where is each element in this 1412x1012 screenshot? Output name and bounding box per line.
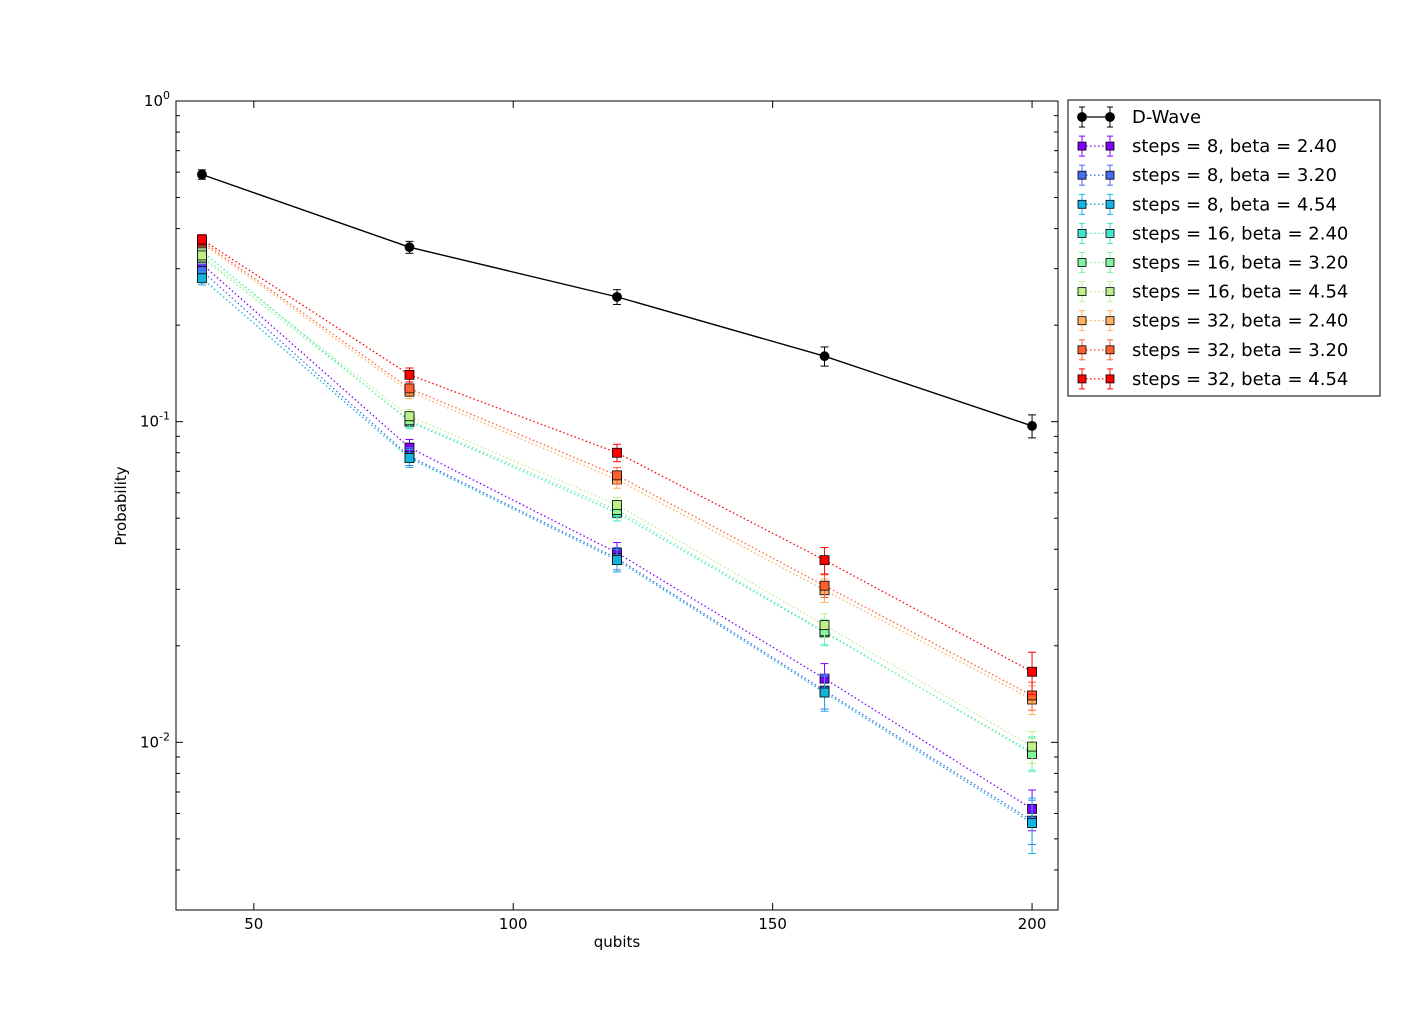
legend-label: steps = 8, beta = 4.54 <box>1132 194 1337 215</box>
legend-label: steps = 32, beta = 4.54 <box>1132 369 1348 390</box>
legend-entry-5: steps = 16, beta = 3.20 <box>1077 252 1348 274</box>
legend-marker <box>1105 316 1115 326</box>
legend-label: steps = 32, beta = 2.40 <box>1132 311 1348 332</box>
plot-area <box>197 169 1037 855</box>
data-point <box>819 580 830 591</box>
y-tick-label: 10-2 <box>140 730 170 751</box>
legend-marker <box>1105 141 1115 151</box>
data-point <box>1027 666 1037 677</box>
legend-marker <box>1105 228 1115 238</box>
legend-box <box>1067 99 1381 397</box>
legend: D-Wave steps = 8, beta = 2.40 steps = 8, b… <box>1067 99 1381 397</box>
data-point <box>1027 741 1037 752</box>
x-tick-label: 200 <box>1018 915 1047 933</box>
data-point <box>197 169 207 180</box>
legend-entry-6: steps = 16, beta = 4.54 <box>1077 281 1348 303</box>
data-point <box>404 411 415 422</box>
legend-label: steps = 8, beta = 2.40 <box>1132 136 1337 157</box>
legend-label: D-Wave <box>1132 107 1201 128</box>
data-point <box>197 234 207 245</box>
x-tick-label: 50 <box>244 915 263 933</box>
data-point <box>819 351 830 362</box>
axes-frame <box>175 100 1059 911</box>
data-point <box>404 369 415 380</box>
data-point <box>819 687 830 698</box>
legend-marker <box>1077 316 1087 326</box>
legend-marker <box>1077 228 1087 238</box>
legend-marker <box>1105 258 1115 267</box>
legend-label: steps = 16, beta = 4.54 <box>1132 282 1348 303</box>
x-tick-label: 150 <box>758 915 787 933</box>
data-point <box>612 555 622 566</box>
legend-marker <box>1077 258 1087 267</box>
legend-entry-4: steps = 16, beta = 2.40 <box>1077 222 1348 244</box>
series-6 <box>197 249 1037 764</box>
legend-label: steps = 16, beta = 2.40 <box>1132 223 1348 244</box>
legend-entry-8: steps = 32, beta = 3.20 <box>1077 339 1348 361</box>
data-point <box>1027 421 1037 431</box>
series-line <box>201 240 1033 697</box>
legend-marker <box>1077 170 1087 180</box>
x-axis-label: qubits <box>594 933 641 951</box>
axes: 50 100 150 200 10-2 10-1 100 <box>140 89 1059 933</box>
data-point <box>612 447 622 458</box>
data-point <box>612 291 622 302</box>
legend-label: steps = 8, beta = 3.20 <box>1132 165 1337 186</box>
legend-marker <box>1077 112 1087 122</box>
legend-entry-2: steps = 8, beta = 3.20 <box>1077 164 1337 186</box>
data-point <box>197 273 207 284</box>
y-tick-label: 10-1 <box>140 410 170 431</box>
data-point <box>404 242 415 253</box>
legend-marker <box>1105 170 1115 180</box>
data-point <box>1027 818 1037 828</box>
legend-entry-3: steps = 8, beta = 4.54 <box>1077 193 1337 215</box>
x-tick-label: 100 <box>499 915 528 933</box>
data-point <box>612 500 622 510</box>
data-point <box>819 555 830 566</box>
legend-marker <box>1105 374 1115 384</box>
legend-entry-7: steps = 32, beta = 2.40 <box>1077 310 1348 332</box>
data-point <box>819 620 830 631</box>
legend-entry-1: steps = 8, beta = 2.40 <box>1077 135 1337 157</box>
legend-label: steps = 32, beta = 3.20 <box>1132 340 1348 361</box>
legend-marker <box>1077 141 1087 151</box>
legend-marker <box>1105 345 1115 355</box>
series-line <box>201 263 1033 810</box>
legend-marker <box>1077 199 1087 209</box>
legend-entry-9: steps = 32, beta = 4.54 <box>1077 368 1348 390</box>
legend-marker <box>1077 374 1087 384</box>
series-8 <box>197 235 1037 711</box>
legend-entry-0: D-Wave <box>1077 106 1201 128</box>
data-point <box>404 383 415 394</box>
legend-marker <box>1077 287 1087 297</box>
series-3 <box>197 271 1037 855</box>
legend-marker <box>1105 287 1115 297</box>
data-point <box>612 470 622 481</box>
y-axis-label: Probability <box>112 466 130 545</box>
series-9 <box>197 234 1037 695</box>
legend-marker <box>1105 199 1115 209</box>
data-point <box>404 453 415 463</box>
data-point <box>197 250 207 261</box>
legend-label: steps = 16, beta = 3.20 <box>1132 253 1348 274</box>
legend-marker <box>1105 112 1115 122</box>
legend-marker <box>1077 345 1087 355</box>
series-0 <box>197 169 1037 439</box>
y-tick-label: 100 <box>144 89 170 110</box>
